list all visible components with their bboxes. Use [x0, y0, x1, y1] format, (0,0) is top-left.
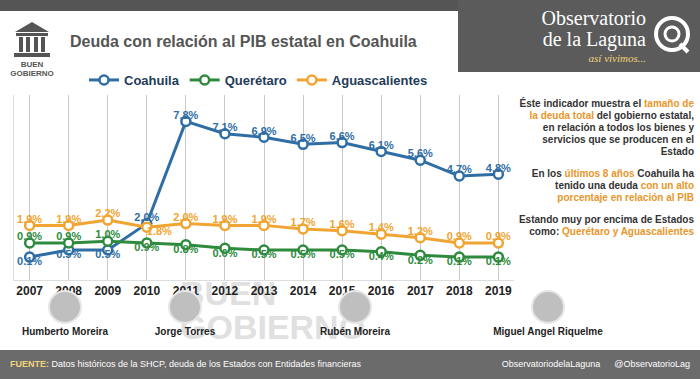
svg-text:2007: 2007 — [16, 284, 43, 298]
svg-text:2017: 2017 — [407, 284, 434, 298]
svg-text:6.5%: 6.5% — [291, 132, 316, 144]
svg-text:1.6%: 1.6% — [330, 218, 355, 230]
svg-text:2019: 2019 — [485, 284, 512, 298]
svg-text:1.0%: 1.0% — [95, 228, 120, 240]
svg-text:2018: 2018 — [446, 284, 473, 298]
svg-text:0.8%: 0.8% — [173, 243, 198, 255]
svg-text:2.0%: 2.0% — [173, 211, 198, 223]
svg-text:5.6%: 5.6% — [408, 147, 433, 159]
svg-text:0.9%: 0.9% — [17, 230, 42, 242]
svg-text:1.9%: 1.9% — [17, 213, 42, 225]
svg-text:7.8%: 7.8% — [173, 109, 198, 121]
svg-text:0.4%: 0.4% — [369, 250, 394, 262]
svg-text:6.1%: 6.1% — [369, 139, 394, 151]
svg-text:0.6%: 0.6% — [212, 247, 237, 259]
svg-text:0.9%: 0.9% — [486, 230, 511, 242]
svg-text:4.7%: 4.7% — [447, 163, 472, 175]
svg-text:1.7%: 1.7% — [291, 216, 316, 228]
svg-text:2014: 2014 — [290, 284, 317, 298]
svg-text:0.5%: 0.5% — [291, 248, 316, 260]
svg-text:2012: 2012 — [212, 284, 239, 298]
svg-text:0.5%: 0.5% — [330, 248, 355, 260]
svg-text:2.2%: 2.2% — [95, 207, 120, 219]
svg-text:6.6%: 6.6% — [330, 130, 355, 142]
svg-text:0.1%: 0.1% — [486, 255, 511, 267]
svg-text:1.9%: 1.9% — [56, 213, 81, 225]
svg-text:1.8%: 1.8% — [147, 225, 172, 237]
svg-text:Querétaro: Querétaro — [225, 73, 287, 88]
svg-text:1.2%: 1.2% — [408, 225, 433, 237]
svg-text:0.2%: 0.2% — [408, 254, 433, 266]
svg-text:0.1%: 0.1% — [447, 255, 472, 267]
svg-text:0.5%: 0.5% — [56, 248, 81, 260]
svg-text:2016: 2016 — [368, 284, 395, 298]
svg-text:6.9%: 6.9% — [251, 125, 276, 137]
svg-text:0.1%: 0.1% — [17, 255, 42, 267]
svg-text:0.5%: 0.5% — [251, 248, 276, 260]
svg-text:1.4%: 1.4% — [369, 221, 394, 233]
svg-text:0.9%: 0.9% — [447, 230, 472, 242]
svg-text:1.9%: 1.9% — [212, 213, 237, 225]
svg-text:7.1%: 7.1% — [212, 121, 237, 133]
svg-text:4.8%: 4.8% — [486, 162, 511, 174]
svg-text:0.9%: 0.9% — [134, 241, 159, 253]
svg-text:0.5%: 0.5% — [95, 248, 120, 260]
svg-text:2009: 2009 — [94, 284, 121, 298]
svg-text:1.9%: 1.9% — [251, 213, 276, 225]
svg-text:2013: 2013 — [251, 284, 278, 298]
svg-text:0.9%: 0.9% — [56, 230, 81, 242]
svg-text:2.0%: 2.0% — [134, 211, 159, 223]
svg-text:Coahuila: Coahuila — [124, 73, 180, 88]
svg-text:Aguascalientes: Aguascalientes — [332, 73, 427, 88]
svg-text:2010: 2010 — [133, 284, 160, 298]
